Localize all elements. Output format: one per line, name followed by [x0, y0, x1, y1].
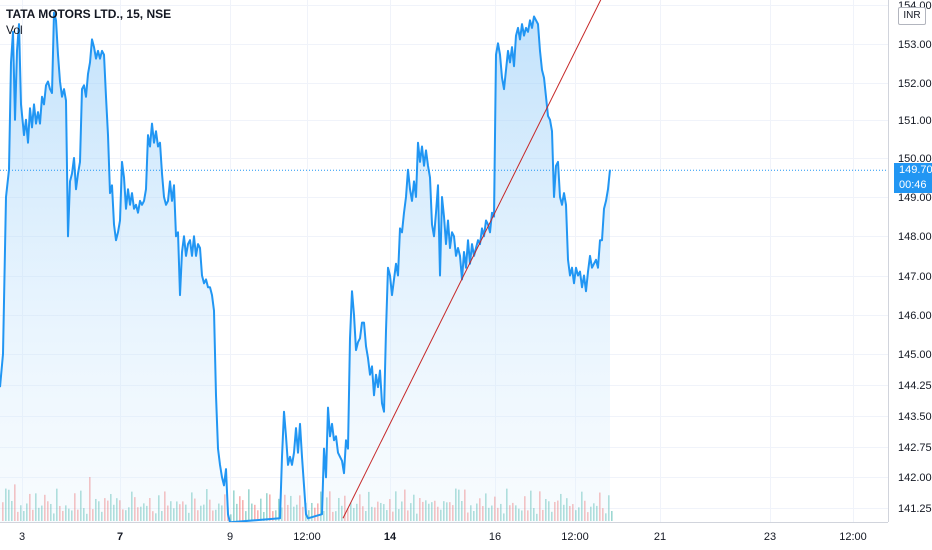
- price-line: [0, 11, 611, 522]
- price-tick-label: 153.00: [898, 39, 932, 51]
- price-area-fill: [0, 12, 610, 522]
- price-tick-label: 148.00: [898, 231, 932, 243]
- volume-bar: [242, 500, 244, 521]
- price-tick-label: 142.00: [898, 472, 932, 484]
- volume-bar: [230, 514, 232, 521]
- price-tick-label: 143.50: [898, 411, 932, 423]
- volume-bar: [320, 491, 322, 521]
- price-tick-label: 147.00: [898, 271, 932, 283]
- indicator-label[interactable]: Vol: [6, 23, 23, 37]
- time-tick-label: 23: [764, 531, 776, 543]
- time-tick-label: 12:00: [293, 531, 321, 543]
- price-scale[interactable]: 154.00153.00152.00151.00150.00149.00148.…: [898, 0, 932, 515]
- symbol-title[interactable]: TATA MOTORS LTD., 15, NSE: [6, 7, 172, 21]
- volume-bar: [272, 511, 274, 521]
- volume-bar: [308, 510, 310, 521]
- price-area: [0, 11, 611, 522]
- volume-bar: [254, 504, 256, 521]
- volume-bar: [311, 502, 313, 521]
- price-tick-label: 142.75: [898, 442, 932, 454]
- price-tick-label: 141.25: [898, 503, 932, 515]
- legend: TATA MOTORS LTD., 15, NSE Vol: [6, 6, 171, 38]
- trend-line-segment[interactable]: [342, 0, 602, 519]
- price-tick-label: 149.00: [898, 192, 932, 204]
- volume-bar: [236, 503, 238, 521]
- time-tick-label: 14: [384, 531, 397, 543]
- bar-countdown-label: 00:46: [894, 178, 932, 193]
- volume-bar: [239, 496, 241, 521]
- time-tick-label: 7: [117, 531, 123, 543]
- volume-bar: [257, 510, 259, 521]
- volume-bar: [263, 511, 265, 521]
- time-tick-label: 16: [489, 531, 501, 543]
- time-tick-label: 21: [654, 531, 666, 543]
- price-tick-label: 146.00: [898, 310, 932, 322]
- volume-bar: [260, 498, 262, 521]
- price-tick-label: 151.00: [898, 115, 932, 127]
- volume-bar: [245, 511, 247, 521]
- volume-bar: [251, 503, 253, 521]
- trend-line[interactable]: [342, 0, 602, 519]
- time-tick-label: 12:00: [561, 531, 589, 543]
- time-tick-label: 12:00: [839, 531, 867, 543]
- time-tick-label: 3: [19, 531, 25, 543]
- last-price-label: 149.70: [894, 163, 932, 178]
- volume-bar: [275, 510, 277, 521]
- price-tick-label: 150.00: [898, 153, 932, 165]
- volume-bar: [317, 503, 319, 521]
- volume-bar: [269, 494, 271, 521]
- volume-bar: [233, 490, 235, 521]
- volume-bar: [248, 489, 250, 521]
- volume-bar: [266, 493, 268, 521]
- price-tick-label: 152.00: [898, 78, 932, 90]
- time-tick-label: 9: [227, 531, 233, 543]
- volume-bar: [611, 511, 613, 521]
- volume-bar: [314, 507, 316, 521]
- price-tick-label: 144.25: [898, 380, 932, 392]
- volume-bar: [278, 498, 280, 521]
- currency-button[interactable]: INR: [898, 7, 926, 25]
- price-tick-label: 145.00: [898, 349, 932, 361]
- time-scale[interactable]: 3 7 9 12:00 14 16 12:00 21 23 12:00: [19, 531, 867, 543]
